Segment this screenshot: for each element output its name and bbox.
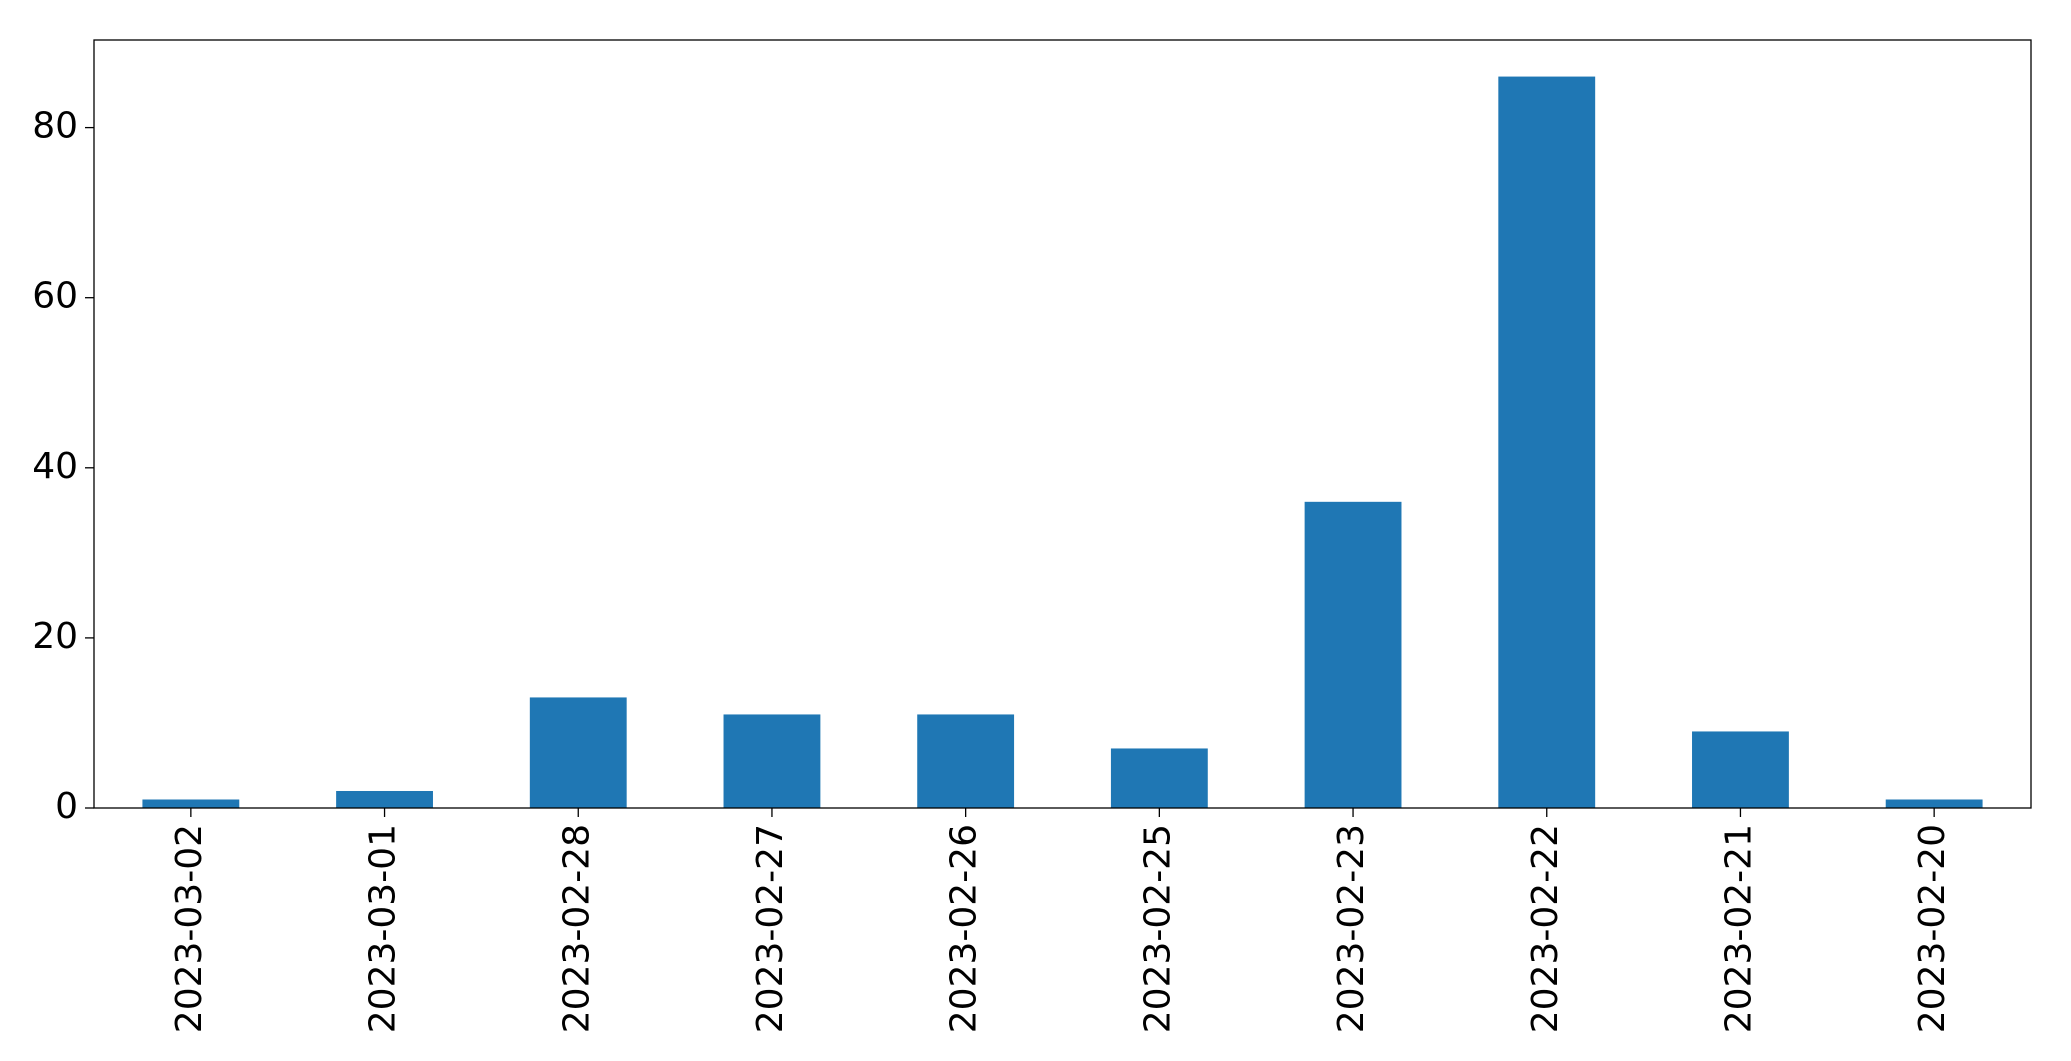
x-tick-label: 2023-02-23 (1331, 824, 1372, 1033)
y-tick-label: 80 (32, 106, 78, 147)
bar (142, 799, 240, 808)
bar (723, 714, 821, 808)
bar (529, 697, 627, 808)
x-tick-label: 2023-02-28 (556, 824, 597, 1033)
x-tick-label: 2023-03-01 (363, 824, 404, 1033)
y-tick-label: 60 (32, 276, 78, 317)
x-tick-label: 2023-02-25 (1137, 824, 1178, 1033)
x-tick-label: 2023-02-26 (944, 824, 985, 1033)
y-tick-label: 0 (55, 786, 78, 827)
plot-frame (93, 39, 2032, 809)
x-tick-label: 2023-02-22 (1525, 824, 1566, 1033)
x-tick-label: 2023-03-02 (169, 824, 210, 1033)
x-tick-label: 2023-02-20 (1912, 824, 1953, 1033)
x-tick-label: 2023-02-27 (750, 824, 791, 1033)
y-tick-label: 20 (32, 616, 78, 657)
bar (336, 790, 433, 808)
bar (1498, 76, 1596, 809)
x-tick-label: 2023-02-21 (1718, 824, 1759, 1033)
bar (1692, 731, 1789, 808)
y-tick-label: 40 (32, 446, 78, 487)
bar (1110, 748, 1208, 808)
bar (917, 714, 1015, 808)
bar (1885, 799, 1983, 808)
bar (1304, 501, 1402, 808)
